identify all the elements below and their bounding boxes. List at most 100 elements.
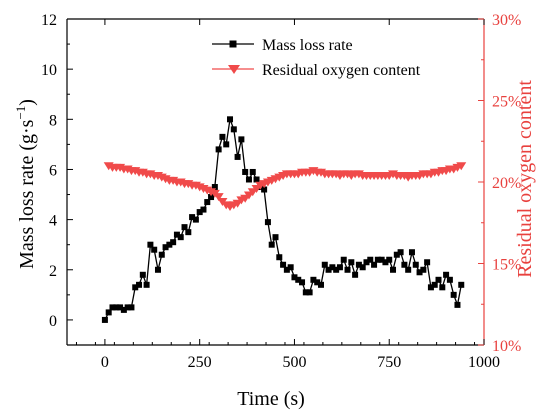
data-point-mass-loss-rate xyxy=(310,276,317,283)
data-point-mass-loss-rate xyxy=(299,279,306,286)
data-point-residual-oxygen xyxy=(213,193,224,202)
legend-marker-residual-oxygen xyxy=(228,65,240,74)
data-point-mass-loss-rate xyxy=(382,259,389,266)
data-point-mass-loss-rate xyxy=(435,276,442,283)
data-point-mass-loss-rate xyxy=(390,266,397,273)
y-right-tick-label: 10% xyxy=(492,338,521,355)
data-point-mass-loss-rate xyxy=(162,244,169,251)
y-left-axis-title-sup: −1 xyxy=(13,106,28,120)
data-point-mass-loss-rate xyxy=(443,271,450,278)
y-left-tick-label: 12 xyxy=(41,12,57,29)
data-point-mass-loss-rate xyxy=(181,224,188,231)
legend-marker-mass-loss-rate xyxy=(229,40,237,48)
series-layer xyxy=(101,116,467,323)
data-point-mass-loss-rate xyxy=(192,216,199,223)
data-point-mass-loss-rate xyxy=(287,264,294,271)
y-left-axis-title: Mass loss rate (g·s−1) xyxy=(13,99,38,269)
data-point-mass-loss-rate xyxy=(211,184,218,191)
series-line-mass-loss-rate xyxy=(104,116,462,321)
data-point-mass-loss-rate xyxy=(306,289,313,296)
data-point-mass-loss-rate xyxy=(268,241,275,248)
data-point-mass-loss-rate xyxy=(136,281,143,288)
data-point-mass-loss-rate xyxy=(189,214,196,221)
y-right-tick-label: 20% xyxy=(492,175,521,192)
data-point-mass-loss-rate xyxy=(120,306,127,313)
data-point-mass-loss-rate xyxy=(177,234,184,241)
data-point-mass-loss-rate xyxy=(272,234,279,241)
y-right-axis-title: Residual oxygen content xyxy=(514,80,536,278)
data-point-mass-loss-rate xyxy=(151,246,158,253)
data-point-mass-loss-rate xyxy=(261,186,268,193)
data-point-mass-loss-rate xyxy=(238,136,245,143)
data-point-mass-loss-rate xyxy=(302,289,309,296)
data-point-mass-loss-rate xyxy=(367,256,374,263)
axes: 0 250 500 750 1000 0 2 4 6 8 10 12 10% 15% 20% 25% 30% xyxy=(41,12,521,371)
data-point-mass-loss-rate xyxy=(227,116,234,123)
data-point-mass-loss-rate xyxy=(242,168,249,175)
data-point-mass-loss-rate xyxy=(458,281,465,288)
data-point-mass-loss-rate xyxy=(283,266,290,273)
y-left-tick-label: 4 xyxy=(49,213,57,230)
data-point-mass-loss-rate xyxy=(454,301,461,308)
data-point-mass-loss-rate xyxy=(359,264,366,271)
data-point-mass-loss-rate xyxy=(314,279,321,286)
data-point-mass-loss-rate xyxy=(245,176,252,183)
legend-item-residual-oxygen: Residual oxygen content xyxy=(212,62,421,79)
data-point-mass-loss-rate xyxy=(109,304,116,311)
data-point-mass-loss-rate xyxy=(348,259,355,266)
data-point-mass-loss-rate xyxy=(431,281,438,288)
y-left-tick-label: 6 xyxy=(49,162,57,179)
legend-item-mass-loss-rate: Mass loss rate xyxy=(212,37,353,54)
data-point-mass-loss-rate xyxy=(143,281,150,288)
data-point-residual-oxygen xyxy=(456,162,467,171)
data-point-mass-loss-rate xyxy=(352,271,359,278)
data-point-mass-loss-rate xyxy=(249,168,256,175)
y-left-tick-label: 10 xyxy=(41,62,57,79)
data-point-mass-loss-rate xyxy=(378,256,385,263)
x-axis-title: Time (s) xyxy=(237,388,305,410)
data-point-mass-loss-rate xyxy=(147,241,154,248)
data-point-mass-loss-rate xyxy=(412,261,419,268)
data-point-mass-loss-rate xyxy=(276,254,283,261)
data-point-mass-loss-rate xyxy=(295,276,302,283)
data-point-mass-loss-rate xyxy=(424,259,431,266)
data-point-mass-loss-rate xyxy=(132,284,139,291)
x-tick-label: 0 xyxy=(101,354,109,371)
data-point-mass-loss-rate xyxy=(158,251,165,258)
data-point-mass-loss-rate xyxy=(321,261,328,268)
data-point-mass-loss-rate xyxy=(219,133,226,140)
data-point-mass-loss-rate xyxy=(344,266,351,273)
data-point-mass-loss-rate xyxy=(101,316,108,323)
x-tick-label: 750 xyxy=(377,354,401,371)
data-point-mass-loss-rate xyxy=(280,261,287,268)
legend: Mass loss rate Residual oxygen content xyxy=(212,37,421,79)
data-point-mass-loss-rate xyxy=(329,264,336,271)
data-point-mass-loss-rate xyxy=(333,266,340,273)
data-point-mass-loss-rate xyxy=(154,266,161,273)
y-left-tick-label: 0 xyxy=(49,313,57,330)
x-tick-label: 500 xyxy=(282,354,306,371)
data-point-mass-loss-rate xyxy=(405,266,412,273)
data-point-mass-loss-rate xyxy=(427,284,434,291)
legend-label-residual-oxygen: Residual oxygen content xyxy=(262,62,421,79)
data-point-mass-loss-rate xyxy=(264,219,271,226)
data-point-mass-loss-rate xyxy=(450,291,457,298)
data-point-mass-loss-rate xyxy=(253,176,260,183)
data-point-mass-loss-rate xyxy=(446,276,453,283)
data-point-mass-loss-rate xyxy=(336,264,343,271)
data-point-mass-loss-rate xyxy=(166,241,173,248)
data-point-mass-loss-rate xyxy=(386,256,393,263)
data-point-mass-loss-rate xyxy=(196,209,203,216)
x-tick-label: 1000 xyxy=(468,354,500,371)
data-point-mass-loss-rate xyxy=(117,304,124,311)
y-left-tick-label: 8 xyxy=(49,112,57,129)
data-point-mass-loss-rate xyxy=(234,153,241,160)
data-point-mass-loss-rate xyxy=(317,281,324,288)
data-point-mass-loss-rate xyxy=(325,266,332,273)
data-point-mass-loss-rate xyxy=(215,146,222,153)
data-point-mass-loss-rate xyxy=(397,249,404,256)
data-point-mass-loss-rate xyxy=(355,261,362,268)
data-point-mass-loss-rate xyxy=(408,249,415,256)
y-right-tick-label: 25% xyxy=(492,94,521,111)
